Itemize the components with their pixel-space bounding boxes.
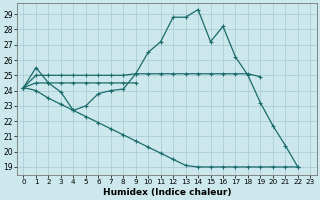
X-axis label: Humidex (Indice chaleur): Humidex (Indice chaleur) xyxy=(103,188,231,197)
